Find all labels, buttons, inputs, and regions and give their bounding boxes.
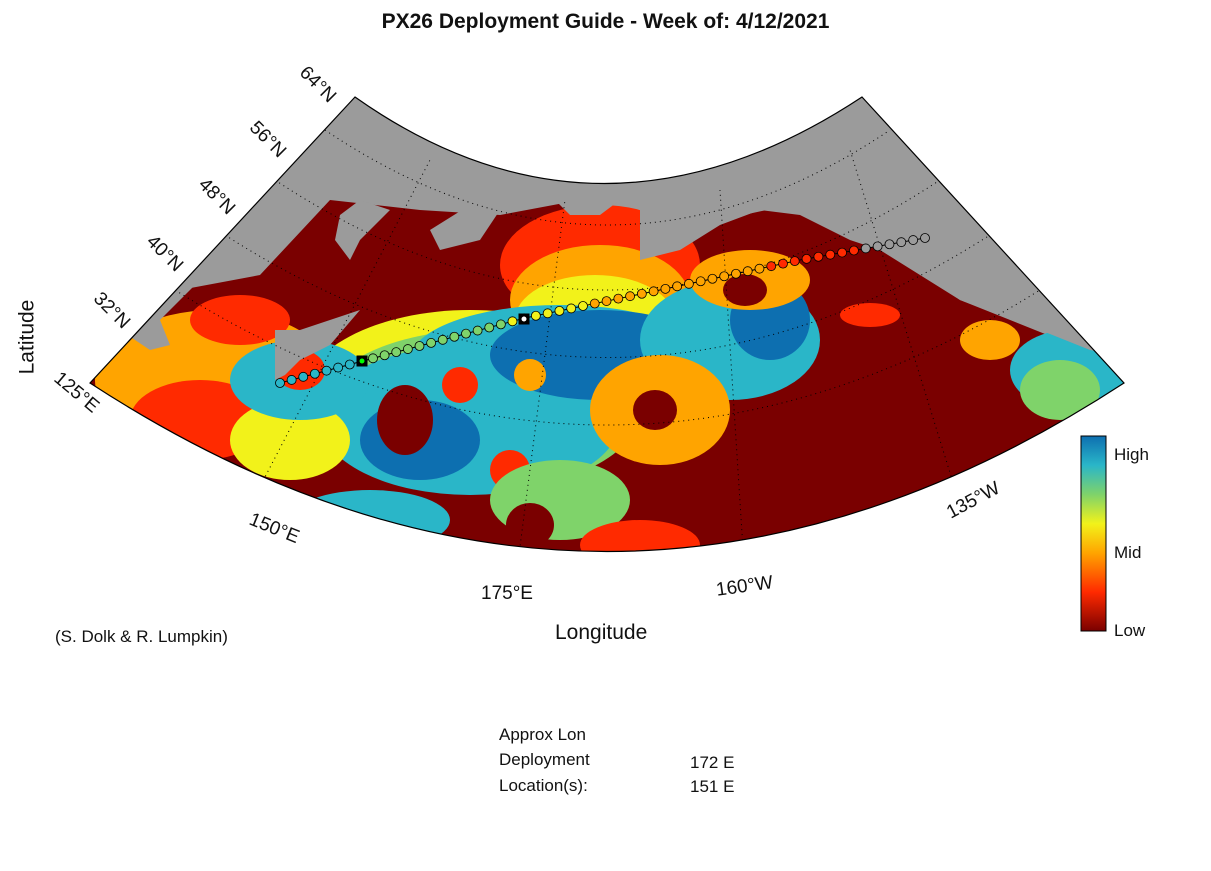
graticule bbox=[174, 129, 1041, 552]
track-marker bbox=[872, 241, 883, 252]
track-marker bbox=[426, 338, 437, 348]
track-marker bbox=[920, 233, 930, 243]
track-marker bbox=[801, 253, 812, 264]
track-marker bbox=[636, 288, 647, 299]
track-marker bbox=[286, 375, 297, 385]
deployment-label: Deployment bbox=[499, 750, 590, 769]
track-marker bbox=[437, 334, 448, 345]
track-marker bbox=[530, 310, 541, 321]
track-marker bbox=[391, 347, 402, 358]
track-marker bbox=[849, 245, 859, 256]
track-marker bbox=[754, 263, 765, 274]
track-marker bbox=[368, 353, 378, 364]
track-marker bbox=[379, 350, 390, 361]
track-marker bbox=[507, 316, 518, 327]
track-marker bbox=[742, 266, 753, 277]
track-marker bbox=[601, 296, 612, 306]
track-marker bbox=[402, 344, 413, 354]
deployment-header: Approx Lon bbox=[499, 725, 586, 744]
colorbar-label-low: Low bbox=[1114, 621, 1146, 640]
credit-text: (S. Dolk & R. Lumpkin) bbox=[55, 627, 228, 646]
track-marker bbox=[589, 298, 600, 309]
track-marker bbox=[542, 308, 553, 319]
track-marker bbox=[719, 271, 730, 282]
track-marker bbox=[484, 322, 495, 333]
map-area bbox=[90, 97, 1124, 552]
track-marker bbox=[837, 247, 847, 258]
track-marker bbox=[778, 258, 788, 269]
track-marker bbox=[613, 293, 624, 304]
deployment-marker-center bbox=[359, 358, 365, 364]
track-marker bbox=[309, 368, 320, 379]
track-marker bbox=[566, 303, 577, 314]
colorbar bbox=[1080, 435, 1107, 632]
track-marker bbox=[344, 359, 355, 370]
map-frame bbox=[89, 96, 1125, 552]
deployment-value-2: 151 E bbox=[690, 777, 735, 796]
track-marker bbox=[684, 278, 694, 289]
track-marker bbox=[648, 286, 659, 297]
deployment-marker-center bbox=[521, 316, 527, 322]
track-marker bbox=[275, 378, 285, 388]
track-marker bbox=[495, 319, 506, 330]
deployment-value-1: 172 E bbox=[690, 753, 735, 772]
track-marker bbox=[731, 268, 741, 279]
track-marker bbox=[321, 365, 332, 376]
track-marker bbox=[298, 371, 309, 382]
track-marker bbox=[766, 261, 777, 272]
location-label: Location(s): bbox=[499, 776, 588, 795]
track-marker bbox=[672, 281, 683, 292]
track-marker bbox=[554, 305, 565, 316]
track-marker bbox=[578, 301, 588, 311]
x-axis-label: Longitude bbox=[555, 621, 648, 644]
track-marker bbox=[860, 243, 871, 254]
track-marker bbox=[884, 239, 895, 250]
y-axis-label: Latitude bbox=[15, 299, 39, 375]
track-marker bbox=[908, 235, 919, 245]
chart-title: PX26 Deployment Guide - Week of: 4/12/20… bbox=[381, 10, 830, 33]
track-marker bbox=[813, 251, 824, 262]
track-marker bbox=[707, 273, 718, 284]
track-markers bbox=[275, 233, 930, 388]
track-marker bbox=[660, 283, 671, 294]
track-marker bbox=[695, 276, 706, 287]
track-marker bbox=[461, 328, 471, 339]
track-marker bbox=[825, 249, 836, 260]
lon-tick-175e: 175°E bbox=[481, 583, 533, 604]
track-marker bbox=[333, 362, 344, 373]
track-marker bbox=[414, 341, 425, 351]
track-marker bbox=[625, 291, 635, 302]
track-marker bbox=[449, 331, 460, 342]
track-marker bbox=[472, 325, 483, 336]
colorbar-label-high: High bbox=[1114, 445, 1149, 464]
track-marker bbox=[896, 237, 907, 248]
track-marker bbox=[789, 256, 800, 267]
colorbar-label-mid: Mid bbox=[1114, 543, 1142, 562]
